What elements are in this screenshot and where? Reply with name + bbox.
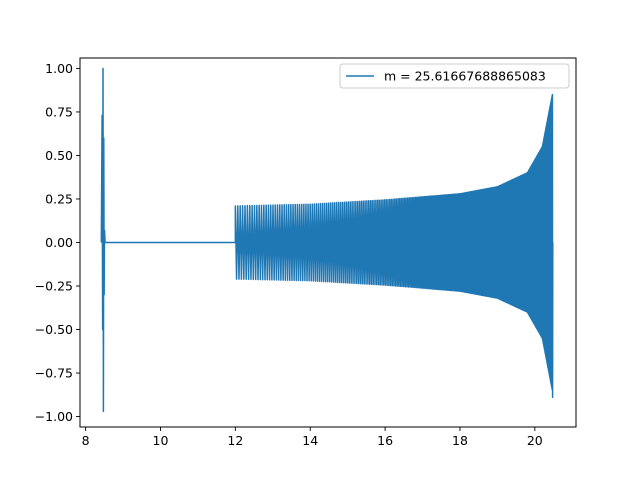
legend-label: m = 25.61667688865083: [384, 69, 546, 84]
legend: m = 25.61667688865083: [339, 63, 570, 89]
y-tick-label: 0.25: [45, 191, 73, 206]
x-tick-label: 16: [377, 433, 393, 448]
y-axis: 1.00 0.75 0.50 0.25 0.00 −0.25 −0.50 −0.75 −1.00: [35, 61, 80, 424]
x-tick-label: 10: [153, 433, 169, 448]
x-tick-label: 14: [302, 433, 318, 448]
y-tick-label: −0.25: [35, 279, 73, 294]
legend-box: [339, 63, 570, 89]
x-tick-label: 18: [452, 433, 468, 448]
y-tick-label: 1.00: [45, 61, 73, 76]
x-axis: 8 10 12 14 16 18 20: [82, 427, 543, 448]
y-tick-label: −0.50: [35, 322, 73, 337]
x-tick-label: 8: [82, 433, 90, 448]
x-tick-label: 12: [227, 433, 243, 448]
y-tick-label: −0.75: [35, 366, 73, 381]
y-tick-label: −1.00: [35, 409, 73, 424]
y-tick-label: 0.50: [45, 148, 73, 163]
y-tick-label: 0.75: [45, 104, 73, 119]
x-tick-label: 20: [527, 433, 543, 448]
series-layer: [100, 67, 554, 413]
series-line: [100, 67, 554, 413]
y-tick-label: 0.00: [45, 235, 73, 250]
